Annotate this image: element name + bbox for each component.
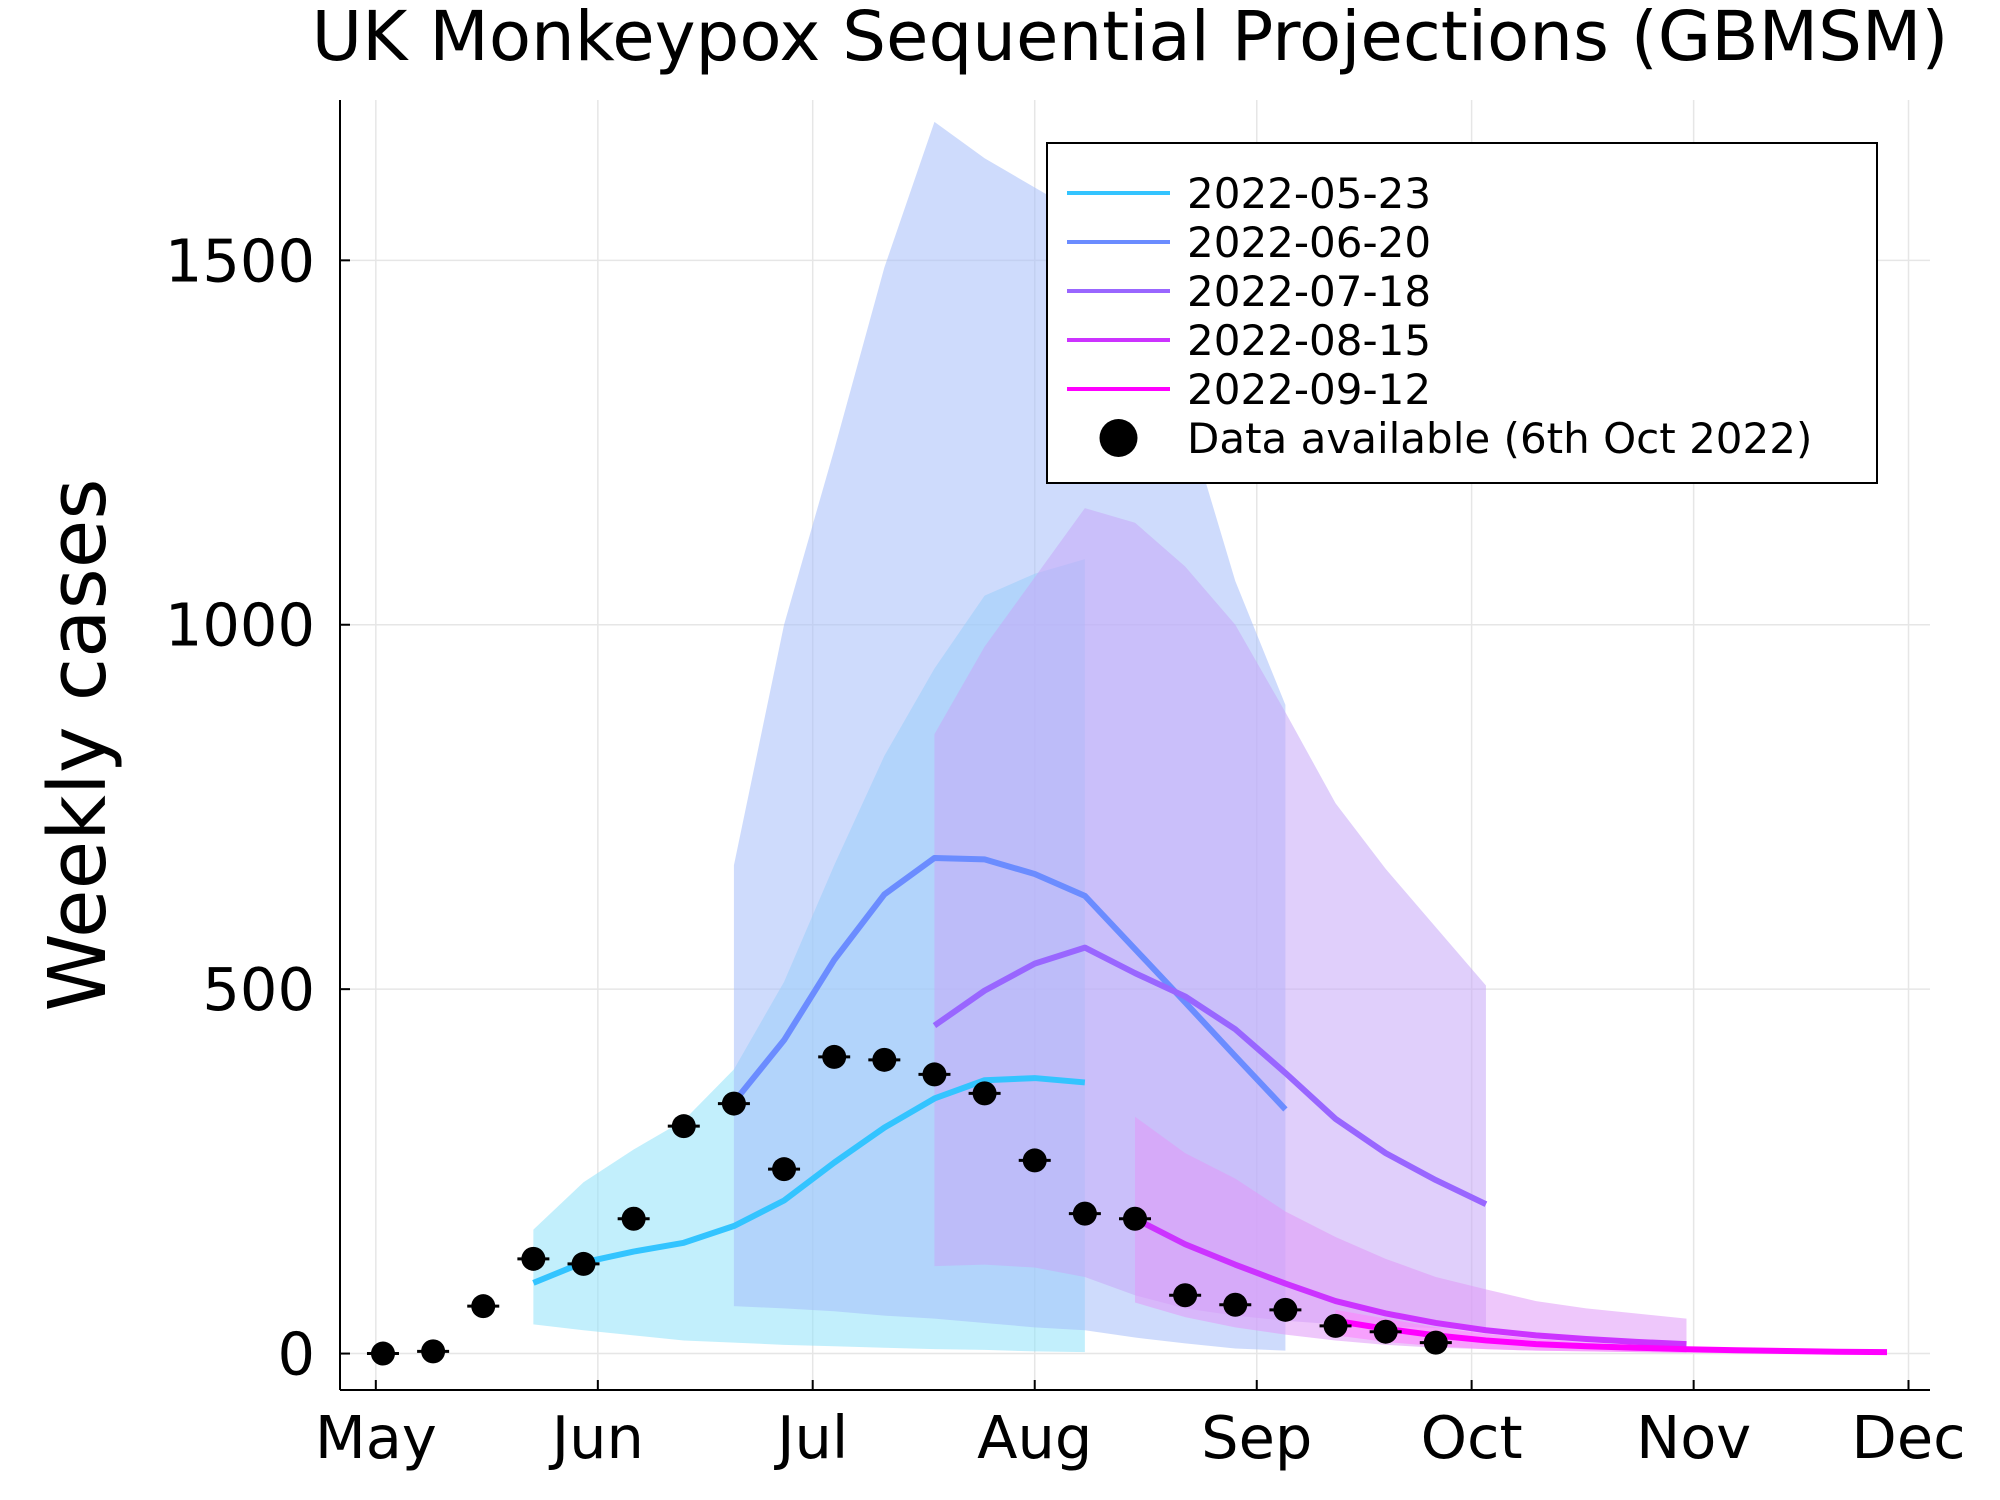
data-point xyxy=(922,1062,947,1087)
data-point xyxy=(721,1091,746,1116)
x-tick-label: Oct xyxy=(1421,1403,1523,1472)
data-point xyxy=(1323,1313,1348,1338)
y-tick-label: 1500 xyxy=(165,226,315,295)
x-tick-labels: May Jun Jul Aug Sep Oct Nov Dec xyxy=(315,1403,1966,1472)
band-2022-09-12 xyxy=(1335,1309,1888,1354)
legend-label: 2022-09-12 xyxy=(1187,365,1431,414)
legend-swatch-data xyxy=(1099,419,1138,457)
data-point xyxy=(471,1294,496,1319)
x-tick-label: Aug xyxy=(977,1403,1092,1472)
legend-label: 2022-08-15 xyxy=(1187,316,1431,365)
data-point xyxy=(621,1206,646,1231)
data-point xyxy=(521,1246,546,1271)
x-tick-label: Jun xyxy=(548,1403,644,1472)
line-2022-07-18 xyxy=(932,944,1488,1207)
data-point xyxy=(1173,1283,1198,1308)
data-point xyxy=(1223,1292,1248,1317)
legend: 2022-05-232022-06-202022-07-182022-08-15… xyxy=(1046,142,1878,484)
legend-label: 2022-05-23 xyxy=(1187,169,1431,218)
data-point xyxy=(822,1044,847,1069)
axes xyxy=(339,100,1930,1391)
legend-box xyxy=(1046,142,1878,484)
data-point xyxy=(370,1341,395,1366)
x-tick-label: Jul xyxy=(773,1403,848,1472)
x-tick-label: May xyxy=(315,1403,437,1472)
data-point xyxy=(671,1114,696,1139)
chart-title: UK Monkeypox Sequential Projections (GBM… xyxy=(312,0,1949,77)
line-2022-06-20 xyxy=(731,854,1288,1112)
line-2022-08-15 xyxy=(1133,1216,1687,1348)
data-point xyxy=(571,1251,596,1276)
observed-points xyxy=(366,1044,1452,1366)
legend-label: 2022-06-20 xyxy=(1187,218,1431,267)
y-tick-label: 500 xyxy=(202,955,315,1024)
data-point xyxy=(972,1081,997,1106)
y-axis-label: Weekly cases xyxy=(32,478,124,1011)
data-point xyxy=(1123,1206,1147,1231)
x-tick-label: Sep xyxy=(1201,1403,1312,1472)
x-tick-label: Nov xyxy=(1636,1403,1751,1472)
y-tick-label: 1000 xyxy=(165,591,315,660)
line-2022-05-23 xyxy=(532,1075,1086,1286)
data-point xyxy=(1072,1201,1097,1226)
data-point xyxy=(1022,1148,1047,1173)
data-point xyxy=(872,1047,897,1072)
y-tick-labels: 0 500 1000 1500 xyxy=(165,226,315,1388)
data-point xyxy=(1373,1319,1398,1344)
x-tick-label: Dec xyxy=(1851,1403,1965,1472)
legend-label: Data available (6th Oct 2022) xyxy=(1187,414,1812,463)
data-point xyxy=(421,1339,446,1364)
data-point xyxy=(1273,1297,1298,1322)
data-point xyxy=(772,1157,797,1182)
data-point xyxy=(1423,1330,1448,1355)
band-2022-08-15 xyxy=(1135,1116,1687,1353)
legend-label: 2022-07-18 xyxy=(1187,267,1431,316)
y-tick-label: 0 xyxy=(277,1320,315,1389)
